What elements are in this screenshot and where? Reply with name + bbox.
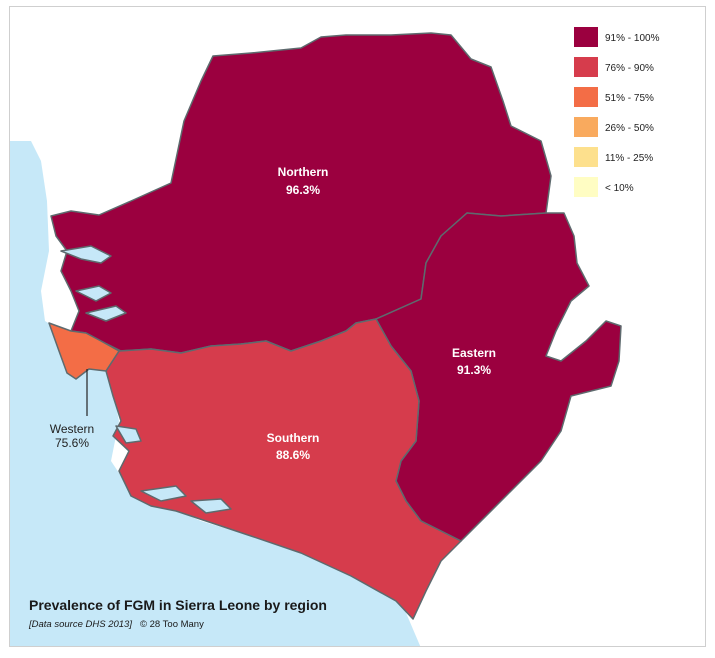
legend-swatch <box>574 57 598 77</box>
source-note: [Data source DHS 2013] © 28 Too Many <box>29 619 204 630</box>
legend-label: 76% - 90% <box>605 63 654 74</box>
legend-label: < 10% <box>605 183 634 194</box>
southern-value: 88.6% <box>276 448 310 462</box>
northern-label: Northern <box>278 165 329 179</box>
eastern-value: 91.3% <box>457 363 491 377</box>
map-frame: Western 75.6% Northern 96.3% Eastern 91.… <box>9 6 706 647</box>
fgm-choropleth-map: Western 75.6% Northern 96.3% Eastern 91.… <box>10 27 660 646</box>
western-callout-value: 75.6% <box>55 436 89 450</box>
northern-value: 96.3% <box>286 183 320 197</box>
map-title: Prevalence of FGM in Sierra Leone by reg… <box>29 597 327 613</box>
legend-swatch <box>574 117 598 137</box>
credit: © 28 Too Many <box>139 619 204 630</box>
western-callout-name: Western <box>50 422 94 436</box>
legend-label: 51% - 75% <box>605 93 654 104</box>
southern-label: Southern <box>267 431 320 445</box>
legend-label: 91% - 100% <box>605 33 660 44</box>
legend-swatch <box>574 27 598 47</box>
region-southern[interactable] <box>105 318 462 620</box>
legend-swatch <box>574 177 598 197</box>
legend-swatch <box>574 147 598 167</box>
region-western[interactable] <box>48 322 120 380</box>
eastern-label: Eastern <box>452 346 496 360</box>
sea <box>10 141 421 646</box>
data-source: [Data source DHS 2013] <box>29 619 132 630</box>
legend: 91% - 100% 76% - 90% 51% - 75% 26% - 50% 11%… <box>574 27 660 197</box>
legend-label: 26% - 50% <box>605 123 654 134</box>
legend-swatch <box>574 87 598 107</box>
estuary-inlets <box>60 245 232 514</box>
legend-label: 11% - 25% <box>605 153 653 164</box>
